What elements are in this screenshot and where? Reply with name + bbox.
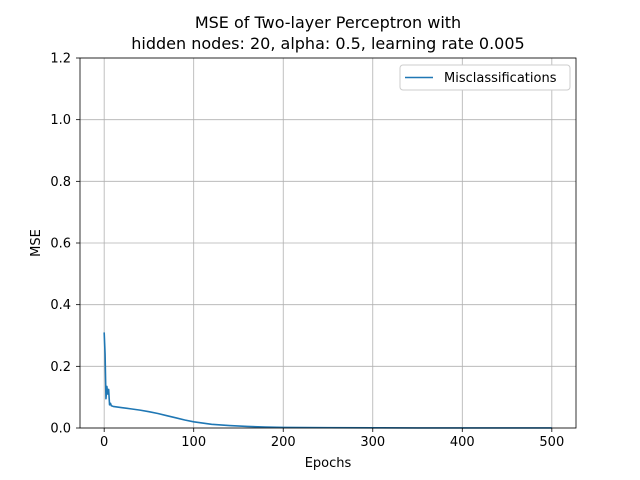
grid-lines [80,57,576,429]
x-tick-label: 100 [181,435,206,450]
x-tick-label: 0 [100,435,108,450]
y-tick-label: 0.6 [50,237,71,252]
y-tick-label: 1.0 [50,113,71,128]
x-tick-label: 200 [271,435,296,450]
x-axis-label: Epochs [305,456,352,471]
x-tick-label: 500 [539,435,564,450]
legend-box [399,64,571,91]
x-tick-label: 400 [450,435,475,450]
y-tick-label: 0.2 [50,360,71,375]
tick-labels: 0 100 200 300 400 500 0.0 0.2 0.4 0.6 0.8 1.0 1.2 [50,52,564,451]
axes [76,57,577,432]
chart-title-line-2: hidden nodes: 20, alpha: 0.5, learning r… [131,34,524,53]
legend: Misclassifications [399,64,571,91]
y-tick-label: 0.4 [50,298,71,313]
y-axis-label: MSE [29,229,44,257]
x-tick-label: 300 [360,435,385,450]
legend-label: Misclassifications [444,71,557,86]
y-tick-label: 1.2 [50,52,71,67]
chart-title-line-1: MSE of Two-layer Perceptron with [195,13,461,32]
y-tick-label: 0.8 [50,175,71,190]
y-tick-label: 0.0 [50,422,71,437]
